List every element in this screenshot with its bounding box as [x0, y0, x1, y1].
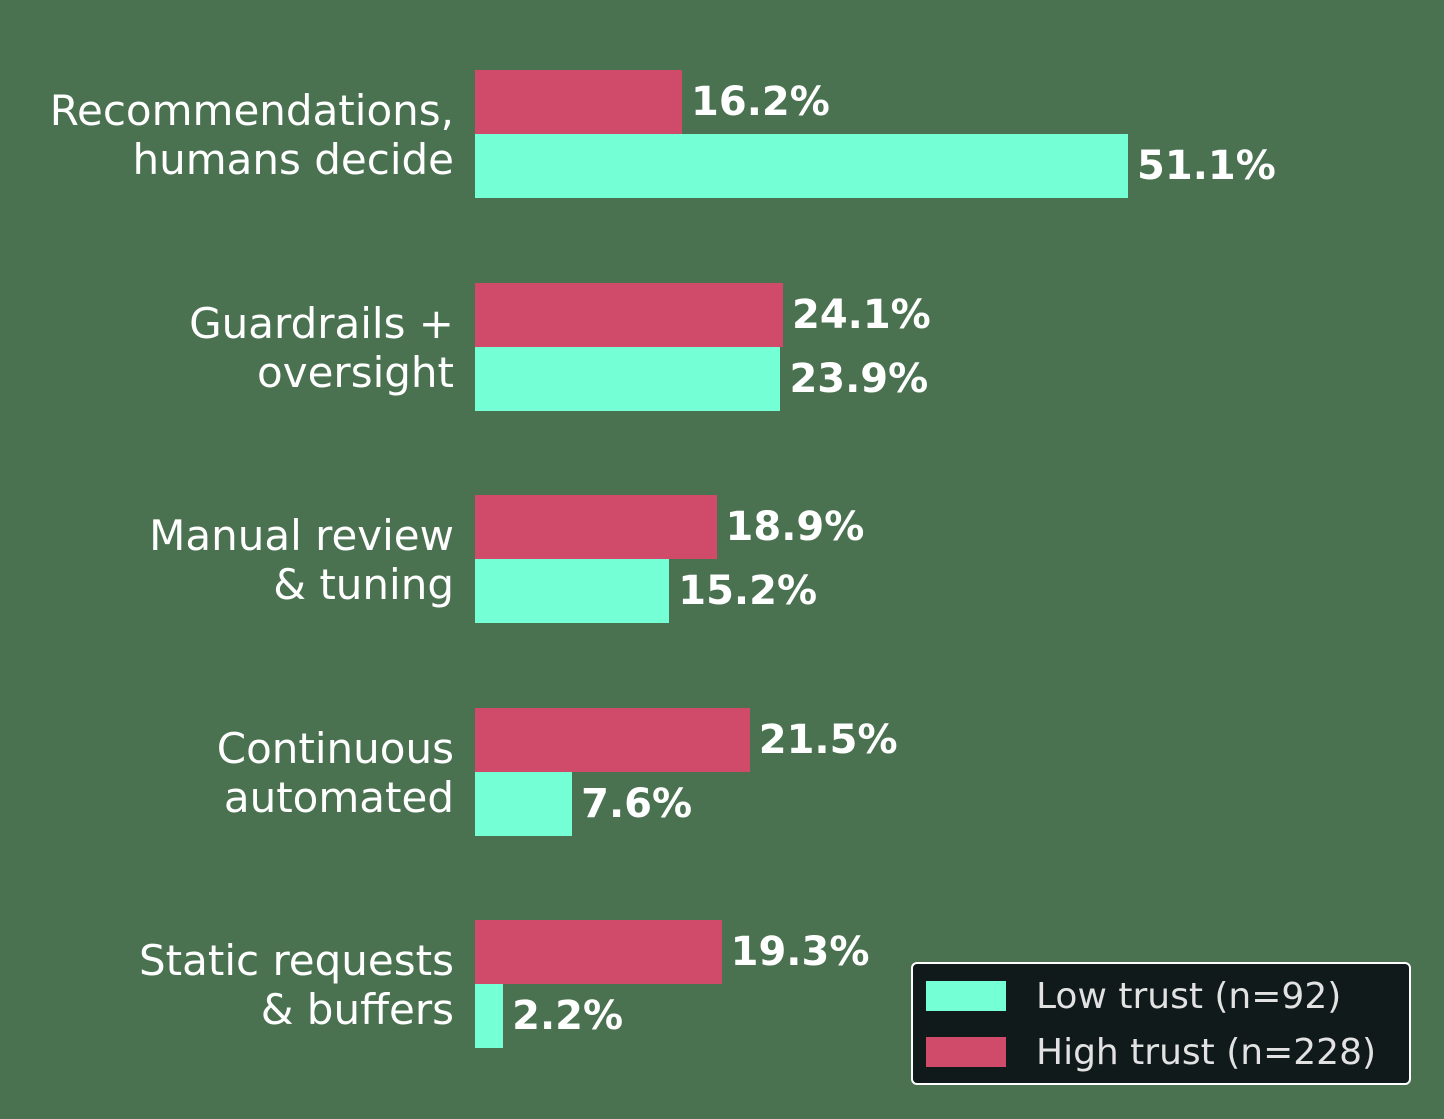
category-label-line: Continuous: [216, 723, 454, 773]
value-label-low-trust: 7.6%: [581, 780, 693, 827]
legend-label-low-trust: Low trust (n=92): [1036, 975, 1342, 1017]
legend-label-high-trust: High trust (n=228): [1036, 1031, 1377, 1073]
category-label: Recommendations, humans decide: [50, 86, 454, 184]
bar-low-trust: [475, 984, 504, 1048]
bar-low-trust: [475, 134, 1129, 198]
category-label-line: & buffers: [260, 985, 454, 1034]
value-label-low-trust: 2.2%: [512, 993, 624, 1039]
category-label: Guardrails + oversight: [189, 299, 454, 397]
bar-high-trust: [475, 920, 722, 984]
value-label-low-trust: 15.2%: [678, 568, 818, 614]
value-label-high-trust: 18.9%: [725, 504, 865, 550]
bar-high-trust: [475, 495, 717, 559]
value-label-high-trust: 24.1%: [791, 291, 931, 338]
category-label-line: Recommendations,: [49, 86, 454, 135]
legend: Low trust (n=92) High trust (n=228): [911, 962, 1411, 1085]
legend-swatch-high-trust: [926, 1037, 1006, 1067]
value-label-high-trust: 16.2%: [691, 79, 830, 125]
bar-high-trust: [475, 70, 683, 134]
legend-item-low-trust: Low trust (n=92): [926, 975, 1342, 1017]
category-label: Static requests & buffers: [139, 936, 454, 1034]
value-label-low-trust: 23.9%: [789, 355, 929, 402]
bar-high-trust: [475, 707, 750, 772]
bar-low-trust: [475, 771, 573, 836]
category-label-line: humans decide: [132, 135, 454, 184]
legend-item-high-trust: High trust (n=228): [926, 1031, 1377, 1073]
bar-low-trust: [475, 559, 670, 623]
bar-high-trust: [475, 282, 783, 347]
category-label-line: Guardrails +: [189, 298, 454, 348]
value-label-low-trust: 51.1%: [1137, 143, 1276, 189]
category-label: Continuous automated: [217, 724, 454, 822]
category-label-line: Static requests: [139, 936, 454, 985]
bar-low-trust: [475, 346, 781, 411]
category-label-line: Manual review: [149, 511, 454, 560]
category-label-line: oversight: [257, 347, 454, 397]
category-label: Manual review & tuning: [149, 511, 454, 609]
value-label-high-trust: 19.3%: [730, 929, 870, 975]
legend-swatch-low-trust: [926, 981, 1006, 1011]
category-label-line: & tuning: [273, 560, 454, 609]
category-label-line: automated: [223, 772, 454, 822]
value-label-high-trust: 21.5%: [758, 716, 898, 763]
